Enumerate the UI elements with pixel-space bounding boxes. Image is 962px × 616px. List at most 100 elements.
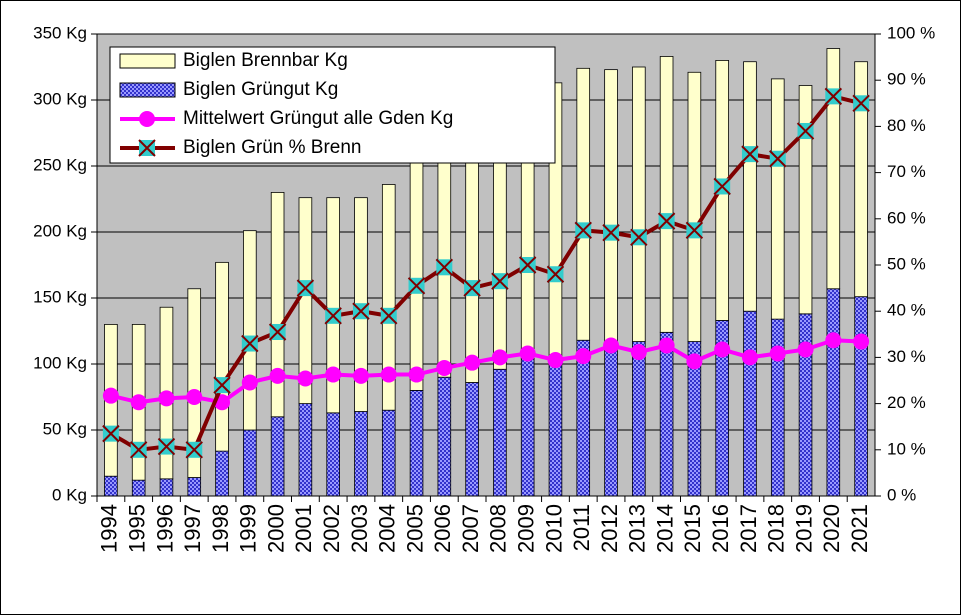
x-tick-label: 2021 <box>847 504 872 553</box>
marker <box>102 387 119 404</box>
y-tick-label: 350 Kg <box>33 23 87 42</box>
marker-cross <box>574 221 592 240</box>
marker <box>407 277 426 295</box>
marker <box>297 370 314 387</box>
y-tick-label: 150 Kg <box>33 287 87 306</box>
y2-tick-label: 80 % <box>887 116 926 135</box>
marker-cross <box>380 307 398 325</box>
bar <box>381 409 396 497</box>
bar <box>743 310 757 497</box>
y2-tick-label: 50 % <box>887 254 926 273</box>
bar <box>298 403 313 497</box>
marker <box>464 354 481 371</box>
x-tick-label: 2000 <box>263 504 288 553</box>
y-tick-label: 250 Kg <box>33 155 87 174</box>
marker-cross <box>546 265 565 283</box>
marker <box>796 122 815 140</box>
marker <box>138 139 156 157</box>
bar <box>826 48 841 290</box>
marker <box>185 441 203 459</box>
x-tick-label: 1998 <box>208 504 233 553</box>
x-tick-label: 2014 <box>652 504 677 553</box>
x-tick-label: 1999 <box>236 504 261 553</box>
marker-cross <box>685 221 704 240</box>
x-tick-label: 2015 <box>680 504 705 553</box>
marker-cross <box>713 177 731 196</box>
bar <box>243 429 257 497</box>
bar <box>798 85 813 315</box>
marker <box>352 302 370 320</box>
bar <box>798 313 813 497</box>
marker <box>519 345 536 362</box>
x-tick-label: 1996 <box>152 504 177 553</box>
x-tick-label: 2016 <box>708 504 733 553</box>
marker <box>574 221 592 240</box>
bar <box>632 66 646 342</box>
marker-cross <box>352 302 370 320</box>
legend-swatch <box>119 82 176 98</box>
marker <box>825 332 842 349</box>
marker <box>436 359 453 376</box>
bar <box>493 368 507 497</box>
y-tick-label: 200 Kg <box>33 221 87 240</box>
bar <box>465 382 479 497</box>
series-line <box>110 338 862 405</box>
bar <box>270 191 285 418</box>
marker <box>130 394 147 411</box>
x-tick-label: 2010 <box>541 504 566 553</box>
marker-cross <box>138 139 156 157</box>
marker <box>435 258 454 277</box>
bar <box>104 475 118 497</box>
marker <box>352 367 369 384</box>
marker <box>241 334 259 353</box>
marker <box>657 212 676 230</box>
marker <box>129 441 148 459</box>
bar <box>576 67 591 341</box>
marker <box>158 390 175 407</box>
marker-cross <box>268 323 287 341</box>
marker-cross <box>185 441 203 459</box>
marker <box>408 366 425 383</box>
bar <box>826 288 841 497</box>
marker <box>491 272 509 290</box>
bar <box>187 288 202 478</box>
legend-label: Biglen Grüngut Kg <box>183 79 338 100</box>
y2-tick-label: 40 % <box>887 301 926 320</box>
marker-cross <box>769 150 787 168</box>
marker <box>269 367 286 384</box>
marker <box>380 366 397 383</box>
y2-tick-label: 20 % <box>887 393 926 412</box>
marker <box>491 349 508 366</box>
x-tick-label: 2008 <box>486 504 511 553</box>
marker <box>713 177 731 196</box>
y2-tick-label: 90 % <box>887 70 926 89</box>
y-tick-label: 100 Kg <box>33 353 87 372</box>
bar <box>215 261 229 452</box>
x-tick-label: 2002 <box>319 504 344 553</box>
x-tick-label: 2009 <box>513 504 538 553</box>
x-tick-label: 2018 <box>764 504 789 553</box>
marker <box>186 389 203 405</box>
bar <box>632 341 646 497</box>
bar <box>604 341 618 497</box>
marker <box>603 337 620 354</box>
y2-tick-label: 10 % <box>887 439 926 458</box>
marker <box>102 424 120 443</box>
bar <box>854 61 868 298</box>
marker-cross <box>630 228 648 246</box>
marker <box>741 349 758 366</box>
marker-cross <box>102 424 120 443</box>
marker <box>686 353 703 370</box>
marker <box>769 345 786 362</box>
bar <box>437 376 452 497</box>
x-tick-label: 2020 <box>819 504 844 553</box>
marker <box>380 307 398 325</box>
marker-cross <box>157 437 176 456</box>
marker-cross <box>463 279 481 297</box>
marker-cross <box>491 272 509 290</box>
bar <box>187 477 202 497</box>
bar <box>659 56 674 333</box>
bar <box>270 416 285 497</box>
marker <box>157 437 176 456</box>
